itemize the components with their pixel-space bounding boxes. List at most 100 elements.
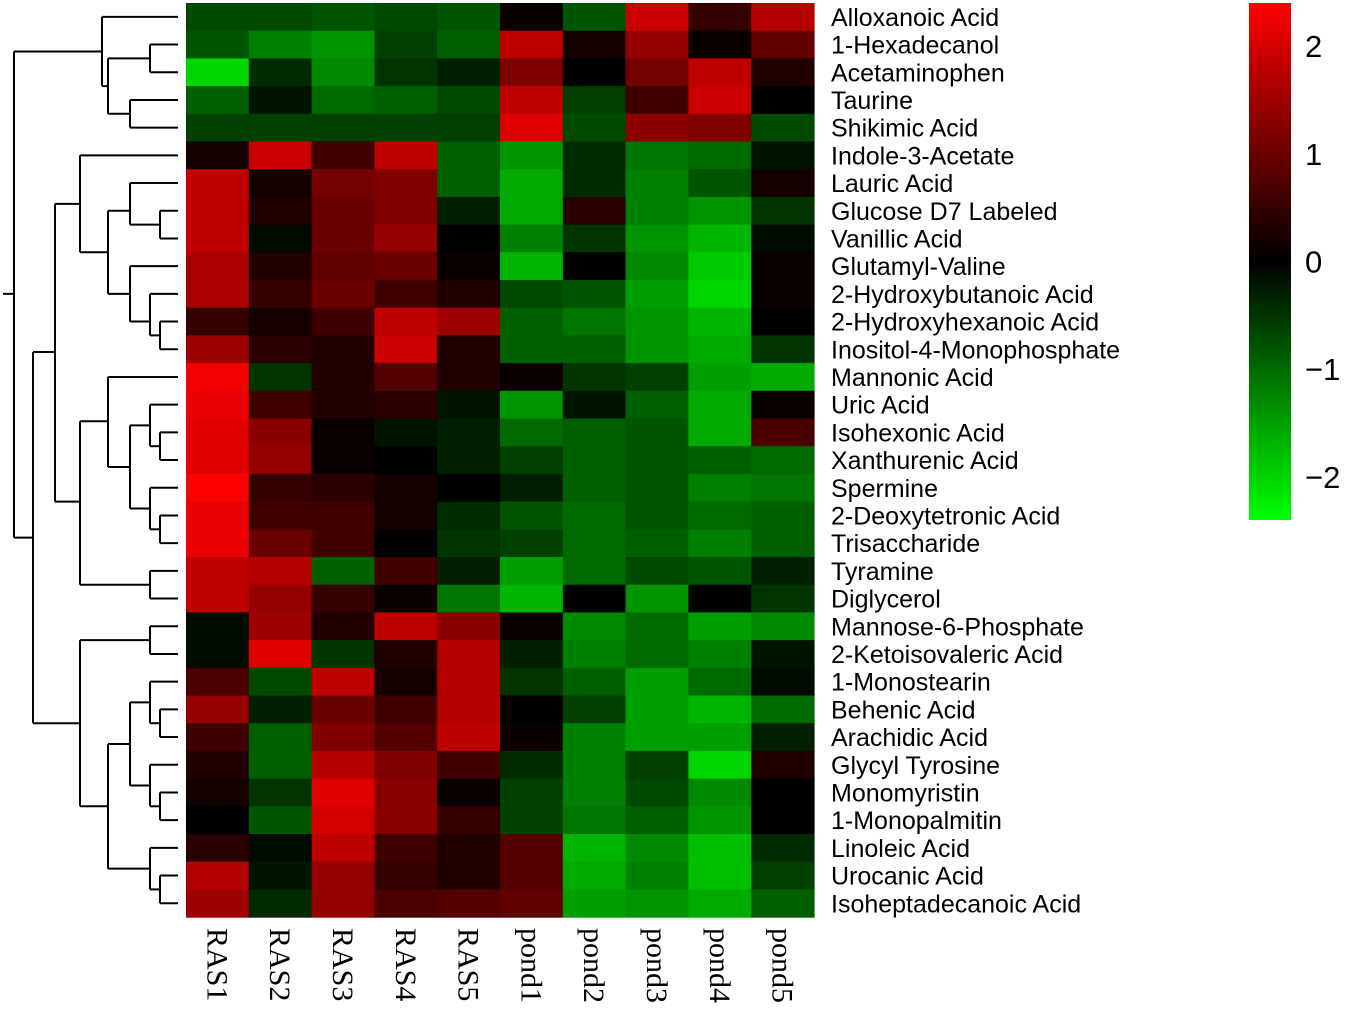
heatmap-cell-2-hydroxyhexanoic-acid-pond1 [500,307,564,336]
heatmap-cell-1-hexadecanol-ras4 [374,30,438,59]
heatmap-cell-diglycerol-pond3 [625,584,689,613]
heatmap-cell-tyramine-ras1 [186,557,250,586]
heatmap-cell-glycyl-tyrosine-ras5 [437,750,501,780]
heatmap-cell-tyramine-ras3 [311,557,375,586]
heatmap-cell-glycyl-tyrosine-pond4 [688,750,752,780]
heatmap-cell-monomyristin-ras3 [311,778,375,807]
heatmap-cell-glucose-d7-labeled-ras1 [186,196,250,226]
row-label-lauric-acid: Lauric Acid [831,170,953,198]
heatmap-cell-isoheptadecanoic-acid-ras3 [311,889,375,918]
heatmap-cell-arachidic-acid-pond1 [500,723,564,752]
heatmap-cell-xanthurenic-acid-ras2 [248,446,313,475]
heatmap-cell-2-ketoisovaleric-acid-pond1 [500,640,564,669]
heatmap-cell-mannose-6-phosphate-pond5 [751,612,815,641]
heatmap-cell-mannose-6-phosphate-ras3 [311,612,375,641]
heatmap-cell-2-deoxytetronic-acid-ras3 [311,501,375,530]
column-label-pond2: pond2 [577,928,610,1003]
heatmap-cell-mannonic-acid-ras5 [437,363,501,392]
heatmap-cell-2-hydroxybutanoic-acid-pond3 [625,280,689,309]
heatmap-cell-shikimic-acid-ras3 [311,113,375,143]
row-label-2-hydroxybutanoic-acid: 2-Hydroxybutanoic Acid [831,281,1094,309]
heatmap-cell-isoheptadecanoic-acid-pond3 [625,889,689,918]
heatmap-cell-glucose-d7-labeled-pond5 [751,196,815,226]
heatmap-cell-2-ketoisovaleric-acid-ras5 [437,640,501,669]
heatmap-cell-indole-3-acetate-ras1 [186,141,250,170]
heatmap-cell-taurine-pond3 [625,86,689,115]
heatmap-cell-2-hydroxyhexanoic-acid-ras4 [374,307,438,336]
heatmap-cell-spermine-pond5 [751,473,815,503]
heatmap-cell-shikimic-acid-ras5 [437,113,501,143]
heatmap-cell-glutamyl-valine-pond3 [625,252,689,281]
heatmap-cell-inositol-4-monophosphate-ras5 [437,335,501,364]
heatmap-cell-indole-3-acetate-ras2 [248,141,313,170]
heatmap-cell-glycyl-tyrosine-ras4 [374,750,438,780]
heatmap-cell-behenic-acid-pond1 [500,695,564,724]
heatmap-cell-acetaminophen-pond1 [500,58,564,87]
heatmap-cell-acetaminophen-ras3 [311,58,375,87]
heatmap-cell-2-hydroxyhexanoic-acid-ras5 [437,307,501,336]
heatmap-cell-glutamyl-valine-ras2 [248,252,313,281]
heatmap-cell-shikimic-acid-pond2 [562,113,627,143]
heatmap-cell-vanillic-acid-ras5 [437,224,501,253]
heatmap-cell-acetaminophen-pond4 [688,58,752,87]
heatmap-cell-glucose-d7-labeled-ras2 [248,196,313,226]
heatmap-cell-vanillic-acid-pond3 [625,224,689,253]
heatmap-cell-2-hydroxyhexanoic-acid-pond2 [562,307,627,336]
heatmap-cell-lauric-acid-pond2 [562,169,627,198]
heatmap-cell-diglycerol-ras1 [186,584,250,613]
heatmap-cell-alloxanoic-acid-ras1 [186,3,250,32]
heatmap-cell-1-monopalmitin-pond5 [751,806,815,835]
heatmap-cell-glycyl-tyrosine-pond1 [500,750,564,780]
heatmap-cell-inositol-4-monophosphate-ras1 [186,335,250,364]
heatmap-cell-diglycerol-pond2 [562,584,627,613]
heatmap-cell-inositol-4-monophosphate-pond2 [562,335,627,364]
heatmap-cell-2-deoxytetronic-acid-pond4 [688,501,752,530]
heatmap-cell-mannose-6-phosphate-pond4 [688,612,752,641]
heatmap-cell-1-monopalmitin-pond4 [688,806,752,835]
heatmap-cell-diglycerol-pond5 [751,584,815,613]
heatmap-cell-linoleic-acid-pond4 [688,834,752,863]
heatmap-cell-1-monostearin-ras5 [437,667,501,697]
heatmap-cell-mannonic-acid-ras2 [248,363,313,392]
column-label-pond5: pond5 [766,928,799,1003]
row-label-acetaminophen: Acetaminophen [831,59,1005,87]
heatmap-cell-behenic-acid-ras2 [248,695,313,724]
row-label-isohexonic-acid: Isohexonic Acid [831,419,1005,447]
heatmap-cell-arachidic-acid-pond4 [688,723,752,752]
row-label-tyramine: Tyramine [831,558,934,586]
heatmap-cell-arachidic-acid-pond5 [751,723,815,752]
heatmap-cell-glucose-d7-labeled-pond3 [625,196,689,226]
heatmap-cell-alloxanoic-acid-ras5 [437,3,501,32]
heatmap-cell-spermine-ras2 [248,473,313,503]
heatmap-cell-xanthurenic-acid-ras3 [311,446,375,475]
heatmap-cell-2-ketoisovaleric-acid-pond2 [562,640,627,669]
heatmap-cell-1-hexadecanol-pond5 [751,30,815,59]
heatmap-cell-1-monostearin-pond1 [500,667,564,697]
heatmap-cell-xanthurenic-acid-ras1 [186,446,250,475]
heatmap-cell-glycyl-tyrosine-ras3 [311,750,375,780]
heatmap-cell-monomyristin-ras2 [248,778,313,807]
row-label-uric-acid: Uric Acid [831,392,930,420]
heatmap-cell-behenic-acid-pond5 [751,695,815,724]
row-label-glycyl-tyrosine: Glycyl Tyrosine [831,752,1000,780]
row-label-xanthurenic-acid: Xanthurenic Acid [831,447,1019,475]
heatmap-cell-1-monopalmitin-ras3 [311,806,375,835]
heatmap-cell-urocanic-acid-ras5 [437,861,501,890]
heatmap-cell-2-hydroxyhexanoic-acid-ras3 [311,307,375,336]
heatmap-cell-2-deoxytetronic-acid-pond5 [751,501,815,530]
heatmap-cell-inositol-4-monophosphate-pond5 [751,335,815,364]
heatmap-cell-acetaminophen-ras1 [186,58,250,87]
heatmap-cell-isohexonic-acid-ras1 [186,418,250,447]
heatmap-cell-taurine-pond5 [751,86,815,115]
color-scale-tick-0: 0 [1305,245,1322,280]
heatmap-cell-inositol-4-monophosphate-pond3 [625,335,689,364]
heatmap-cell-inositol-4-monophosphate-ras2 [248,335,313,364]
color-scale-legend: 2 1 0 −1 −2 [1249,3,1340,520]
heatmap-cell-arachidic-acid-pond3 [625,723,689,752]
heatmap-cell-spermine-pond2 [562,473,627,503]
heatmap-cell-2-ketoisovaleric-acid-pond3 [625,640,689,669]
heatmap-cell-uric-acid-ras4 [374,390,438,420]
heatmap-cell-acetaminophen-pond3 [625,58,689,87]
heatmap-cell-indole-3-acetate-pond2 [562,141,627,170]
heatmap-cell-1-hexadecanol-ras2 [248,30,313,59]
